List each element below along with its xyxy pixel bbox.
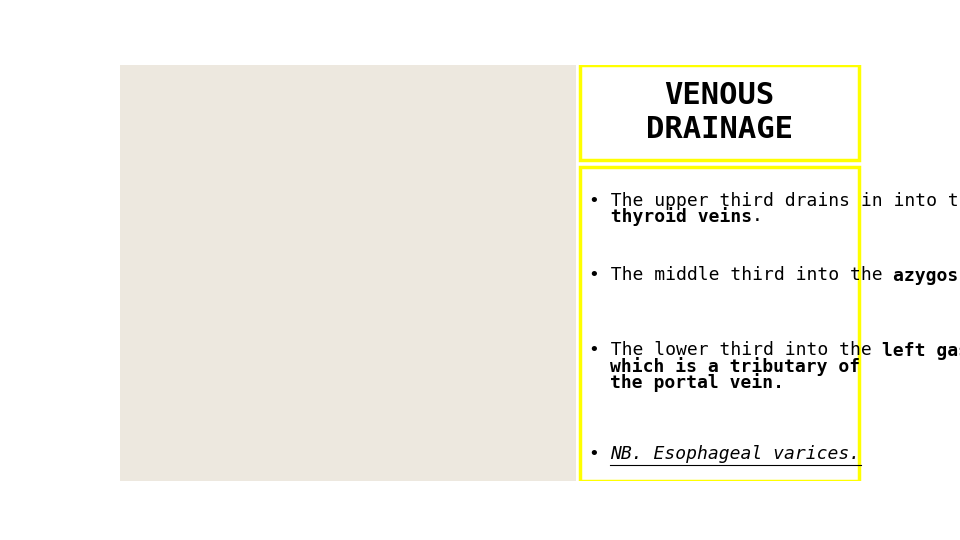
Text: •: • bbox=[588, 446, 611, 463]
Text: .: . bbox=[752, 207, 762, 225]
Text: azygos veins: azygos veins bbox=[893, 266, 960, 286]
Text: • The lower third into the: • The lower third into the bbox=[588, 341, 882, 359]
Text: which is a tributary of: which is a tributary of bbox=[611, 357, 860, 376]
Text: left gastric vein,: left gastric vein, bbox=[882, 341, 960, 360]
FancyBboxPatch shape bbox=[120, 65, 576, 481]
Text: • The upper third drains in into the: • The upper third drains in into the bbox=[588, 192, 960, 210]
FancyBboxPatch shape bbox=[580, 65, 859, 160]
Text: thyroid veins: thyroid veins bbox=[588, 207, 752, 226]
Text: the portal vein.: the portal vein. bbox=[611, 373, 784, 392]
Text: NB. Esophageal varices.: NB. Esophageal varices. bbox=[611, 446, 860, 463]
Text: VENOUS
DRAINAGE: VENOUS DRAINAGE bbox=[646, 82, 793, 144]
FancyBboxPatch shape bbox=[580, 167, 859, 481]
Text: • The middle third into the: • The middle third into the bbox=[588, 266, 893, 285]
